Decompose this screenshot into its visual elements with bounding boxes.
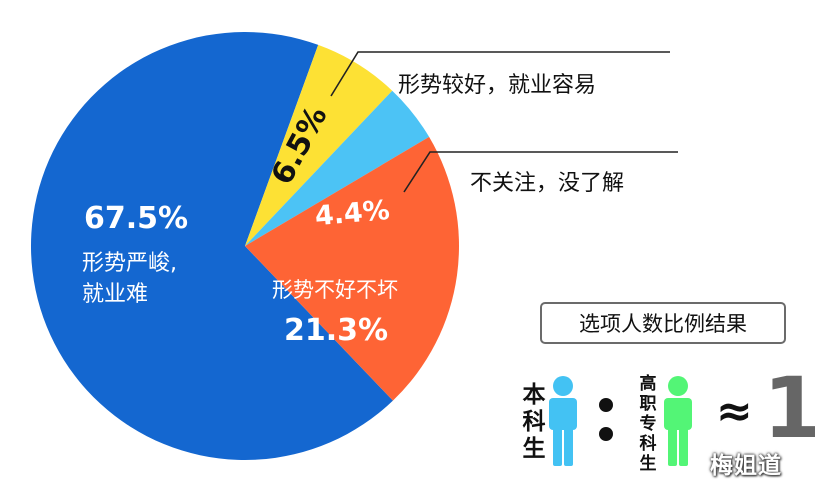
person-icon-undergrad <box>549 376 577 466</box>
slice-4-4 <box>245 90 430 246</box>
callout-text-4-4: 不关注，没了解 <box>470 171 624 196</box>
label-vocational: 高 职 专 科 生 <box>639 374 657 474</box>
label-undergrad: 本 科 生 <box>522 382 546 462</box>
colon-dot-top <box>599 398 613 412</box>
watermark: 梅姐道 <box>710 453 782 479</box>
slice-6-5 <box>245 44 393 246</box>
callout-line-4-4 <box>403 151 678 193</box>
ratio-value: 1 <box>763 359 815 457</box>
slice-desc-21-3: 形势不好不坏 <box>272 278 398 302</box>
approx-symbol: ≈ <box>716 386 753 437</box>
slice-desc-67-5-line1: 形势严峻, <box>82 251 177 276</box>
colon-dot-bottom <box>599 427 613 441</box>
legend-title: 选项人数比例结果 <box>579 312 747 336</box>
callout-line-6-5 <box>330 51 670 97</box>
slice-label-21-3: 21.3% <box>284 313 388 348</box>
slice-desc-67-5-line2: 就业难 <box>82 282 148 307</box>
slice-label-67-5: 67.5% <box>84 201 188 236</box>
person-icon-vocational <box>664 376 692 466</box>
slice-67-5 <box>30 32 393 461</box>
slice-label-4-4: 4.4% <box>314 195 391 232</box>
legend-title-box: 选项人数比例结果 <box>540 302 786 344</box>
slice-21-3 <box>245 136 459 401</box>
callout-text-6-5: 形势较好，就业容易 <box>398 73 596 98</box>
